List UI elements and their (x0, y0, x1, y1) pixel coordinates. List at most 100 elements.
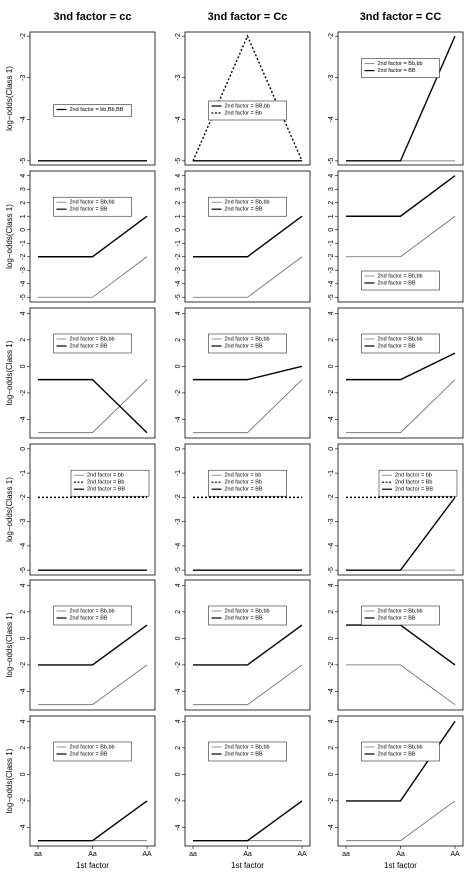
legend-box (53, 333, 132, 354)
y-tick-label: 0 (20, 228, 27, 232)
y-axis-label: log−odds(Class 1) (5, 612, 14, 677)
y-tick-label: 1 (20, 214, 27, 218)
y-tick-label: -4 (20, 824, 27, 830)
x-tick-label: Aa (243, 851, 252, 858)
y-tick-label: -4 (20, 688, 27, 694)
y-tick-label: -5 (175, 567, 182, 573)
y-axis-label: log−odds(Class 1) (5, 66, 14, 131)
plot-frame (184, 579, 311, 711)
y-tick-label: -4 (20, 416, 27, 422)
x-tick-label: aa (34, 851, 42, 858)
y-tick-label: -4 (328, 281, 335, 287)
y-tick-label: -2 (20, 33, 27, 39)
x-tick-label: Aa (396, 851, 405, 858)
y-tick-label: 4 (328, 311, 335, 315)
y-axis-label: log−odds(Class 1) (5, 477, 14, 542)
legend-label: 2nd factor = Bb,bb (70, 744, 115, 750)
legend-box (361, 58, 440, 78)
series-line (193, 379, 303, 434)
legend-label: 2nd factor = Bb (395, 480, 432, 486)
y-tick-label: 2 (20, 338, 27, 342)
legend-label: 2nd factor = BB (225, 751, 263, 757)
legend-box (361, 605, 440, 626)
legend-label: 2nd factor = Bb,bb (70, 608, 115, 614)
plot-frame (29, 31, 156, 166)
y-tick-label: 0 (328, 636, 335, 640)
legend-label: 2nd factor = Bb,bb (70, 200, 115, 206)
y-tick-label: -3 (175, 518, 182, 524)
legend-box (208, 196, 287, 217)
y-tick-label: -2 (328, 798, 335, 804)
y-tick-label: -2 (328, 390, 335, 396)
y-axis-label: log−odds(Class 1) (5, 204, 14, 269)
y-tick-label: 2 (328, 610, 335, 614)
y-tick-label: -1 (20, 240, 27, 246)
series-line (346, 379, 456, 434)
legend-label: 2nd factor = bb,Bb,BB (70, 107, 124, 113)
series-line (38, 624, 148, 666)
y-tick-label: -4 (328, 824, 335, 830)
y-tick-label: -2 (175, 33, 182, 39)
y-tick-label: -3 (20, 75, 27, 81)
legend-label: 2nd factor = BB (70, 751, 108, 757)
series-line (346, 352, 456, 381)
y-tick-label: -4 (175, 416, 182, 422)
y-tick-label: -3 (328, 75, 335, 81)
legend-box (208, 333, 287, 354)
y-tick-label: -3 (175, 267, 182, 273)
plot-frame (337, 170, 464, 303)
y-tick-label: -4 (20, 116, 27, 122)
y-tick-label: 2 (175, 746, 182, 750)
y-tick-label: -5 (328, 158, 335, 164)
legend-label: 2nd factor = Bb,bb (225, 200, 270, 206)
y-tick-label: -5 (175, 294, 182, 300)
legend-box (361, 741, 440, 762)
y-tick-label: 3 (20, 187, 27, 191)
y-tick-label: -1 (328, 240, 335, 246)
legend-label: 2nd factor = BB (225, 487, 263, 493)
legend-label: 2nd factor = Bb,bb (70, 336, 115, 342)
y-tick-label: -5 (20, 567, 27, 573)
y-tick-label: 2 (20, 746, 27, 750)
series-line (193, 800, 303, 842)
y-tick-label: 0 (175, 364, 182, 368)
y-tick-label: -3 (20, 518, 27, 524)
y-tick-label: -5 (20, 294, 27, 300)
column-title: 3nd factor = CC (360, 11, 442, 23)
plot-frame (184, 443, 311, 576)
plot-frame (337, 579, 464, 711)
series-line (346, 664, 456, 706)
legend-label: 2nd factor = Bb,bb (378, 336, 423, 342)
y-tick-label: -4 (175, 116, 182, 122)
legend-label: 2nd factor = Bb,bb (225, 744, 270, 750)
x-axis-label: 1st factor (76, 861, 109, 870)
y-tick-label: 0 (175, 772, 182, 776)
y-tick-label: -4 (175, 543, 182, 549)
y-tick-label: -4 (328, 543, 335, 549)
y-tick-label: 0 (328, 772, 335, 776)
y-tick-label: -2 (175, 254, 182, 260)
column-title: 3nd factor = cc (54, 11, 132, 23)
y-tick-label: 0 (175, 228, 182, 232)
legend-label: 2nd factor = BB (87, 487, 125, 493)
y-tick-label: -1 (175, 470, 182, 476)
legend-box (53, 605, 132, 626)
legend-label: 2nd factor = BB (378, 615, 416, 621)
legend-label: 2nd factor = Bb,bb (378, 608, 423, 614)
legend-label: 2nd factor = bb (395, 473, 432, 479)
legend-label: 2nd factor = Bb,bb (225, 336, 270, 342)
legend-label: 2nd factor = Bb,bb (378, 273, 423, 279)
y-tick-label: 2 (175, 610, 182, 614)
plot-frame (29, 170, 156, 303)
y-tick-label: -4 (20, 281, 27, 287)
y-tick-label: -4 (175, 281, 182, 287)
y-tick-label: 4 (328, 719, 335, 723)
y-tick-label: 1 (175, 214, 182, 218)
y-tick-label: -2 (20, 390, 27, 396)
legend-label: 2nd factor = BB (225, 343, 263, 349)
x-tick-label: AA (297, 851, 307, 858)
y-tick-label: -3 (328, 267, 335, 273)
legend-box (53, 104, 132, 117)
y-tick-label: 0 (328, 228, 335, 232)
y-axis-label: log−odds(Class 1) (5, 748, 14, 813)
